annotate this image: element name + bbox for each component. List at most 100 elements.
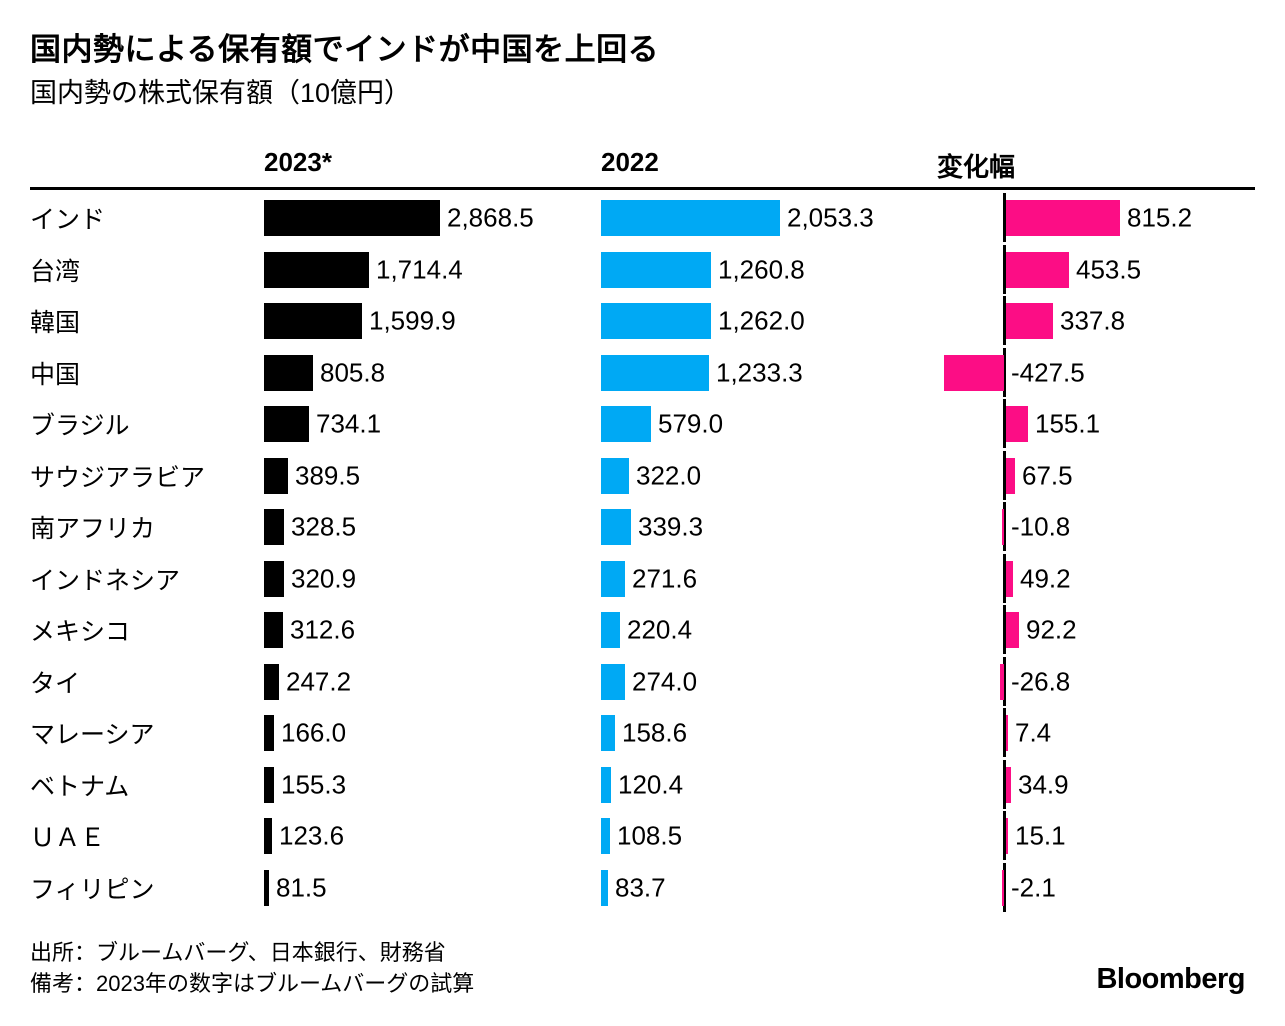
value-label: 123.6 xyxy=(279,820,345,851)
zero-axis xyxy=(1003,605,1006,655)
chart-subtitle: 国内勢の株式保有額（10億円） xyxy=(30,78,412,109)
bar-y2022 xyxy=(601,818,610,855)
zero-axis xyxy=(1003,244,1006,294)
value-label: 453.5 xyxy=(1076,254,1142,285)
zero-axis xyxy=(1003,502,1006,552)
bar-y2022 xyxy=(601,457,629,494)
value-label: 579.0 xyxy=(658,408,724,439)
value-label: 34.9 xyxy=(1018,769,1069,800)
source-notes: 出所：ブルームバーグ、日本銀行、財務省 備考：2023年の数字はブルームバーグの… xyxy=(30,937,1255,999)
bar-change xyxy=(1006,406,1028,443)
value-label: 155.3 xyxy=(281,769,347,800)
value-label: -427.5 xyxy=(1011,357,1085,388)
value-label: 328.5 xyxy=(291,511,357,542)
bar-y2022 xyxy=(601,869,608,906)
bar-change xyxy=(1006,766,1011,803)
bar-change xyxy=(1002,869,1004,906)
value-label: 337.8 xyxy=(1060,305,1126,336)
value-label: -26.8 xyxy=(1011,666,1071,697)
chart-row: インドネシア 320.9 271.6 49.2 xyxy=(30,553,1255,605)
bar-y2022 xyxy=(601,251,711,288)
bar-y2023 xyxy=(264,509,284,546)
bar-change xyxy=(1006,560,1013,597)
bar-y2022 xyxy=(601,509,631,546)
zero-axis xyxy=(1003,553,1006,603)
bar-y2023 xyxy=(264,560,284,597)
value-label: 120.4 xyxy=(618,769,684,800)
zero-axis xyxy=(1003,656,1006,706)
value-label: 320.9 xyxy=(291,563,357,594)
value-label: 805.8 xyxy=(320,357,386,388)
country-label: 韓国 xyxy=(30,309,81,338)
bar-y2023 xyxy=(264,251,369,288)
value-label: 1,262.0 xyxy=(718,305,805,336)
bar-y2023 xyxy=(264,766,274,803)
value-label: 92.2 xyxy=(1026,614,1077,645)
value-label: 389.5 xyxy=(295,460,361,491)
value-label: 1,233.3 xyxy=(716,357,803,388)
bar-y2023 xyxy=(264,457,288,494)
column-header-2023: 2023* xyxy=(264,147,332,178)
value-label: 81.5 xyxy=(276,872,327,903)
bar-change xyxy=(1006,251,1069,288)
value-label: 158.6 xyxy=(622,717,688,748)
chart-row: サウジアラビア 389.5 322.0 67.5 xyxy=(30,450,1255,502)
bar-change xyxy=(1006,303,1053,340)
bar-y2022 xyxy=(601,663,625,700)
bar-y2022 xyxy=(601,560,625,597)
bar-change xyxy=(1006,457,1015,494)
bar-y2023 xyxy=(264,818,272,855)
value-label: 1,260.8 xyxy=(718,254,805,285)
bar-change xyxy=(1000,663,1004,700)
bar-y2022 xyxy=(601,303,711,340)
value-label: 274.0 xyxy=(632,666,698,697)
bar-change xyxy=(944,354,1004,391)
country-label: 南アフリカ xyxy=(30,515,156,544)
zero-axis xyxy=(1003,296,1006,346)
bar-y2022 xyxy=(601,612,620,649)
chart-row: インド 2,868.5 2,053.3 815.2 xyxy=(30,192,1255,244)
value-label: 271.6 xyxy=(632,563,698,594)
country-label: マレーシア xyxy=(30,721,155,750)
chart-row: 南アフリカ 328.5 339.3 -10.8 xyxy=(30,501,1255,553)
value-label: 7.4 xyxy=(1015,717,1052,748)
bar-change xyxy=(1006,818,1008,855)
bar-y2023 xyxy=(264,715,274,752)
chart-row: 台湾 1,714.4 1,260.8 453.5 xyxy=(30,244,1255,296)
bar-y2023 xyxy=(264,612,283,649)
value-label: 322.0 xyxy=(636,460,702,491)
value-label: 15.1 xyxy=(1015,820,1066,851)
zero-axis xyxy=(1003,708,1006,758)
zero-axis xyxy=(1003,399,1006,449)
column-headers: 2023* 2022 変化幅 xyxy=(30,147,1255,182)
bar-change xyxy=(1006,715,1008,752)
bar-change xyxy=(1006,200,1120,237)
chart-row: メキシコ 312.6 220.4 92.2 xyxy=(30,604,1255,656)
bar-y2022 xyxy=(601,715,615,752)
bar-y2022 xyxy=(601,354,709,391)
chart-row: マレーシア 166.0 158.6 7.4 xyxy=(30,707,1255,759)
country-label: ブラジル xyxy=(30,412,130,441)
value-label: -2.1 xyxy=(1011,872,1056,903)
bar-y2022 xyxy=(601,766,611,803)
value-label: 166.0 xyxy=(281,717,347,748)
chart-rows: インド 2,868.5 2,053.3 815.2 台湾 1,714.4 1,260.8 45… xyxy=(30,192,1255,913)
country-label: 台湾 xyxy=(30,257,81,286)
country-label: タイ xyxy=(30,669,81,698)
country-label: フィリピン xyxy=(30,875,155,904)
bloomberg-logo: Bloomberg xyxy=(1096,963,1245,995)
zero-axis xyxy=(1003,759,1006,809)
value-label: 815.2 xyxy=(1127,202,1193,233)
bar-y2022 xyxy=(601,200,780,237)
value-label: 220.4 xyxy=(627,614,693,645)
value-label: 108.5 xyxy=(617,820,683,851)
country-label: ＵＡＥ xyxy=(30,824,106,853)
country-label: 中国 xyxy=(30,360,81,389)
bar-y2023 xyxy=(264,869,269,906)
bar-y2023 xyxy=(264,200,440,237)
value-label: -10.8 xyxy=(1011,511,1071,542)
value-label: 339.3 xyxy=(638,511,704,542)
chart-row: タイ 247.2 274.0 -26.8 xyxy=(30,656,1255,708)
bar-y2023 xyxy=(264,354,313,391)
